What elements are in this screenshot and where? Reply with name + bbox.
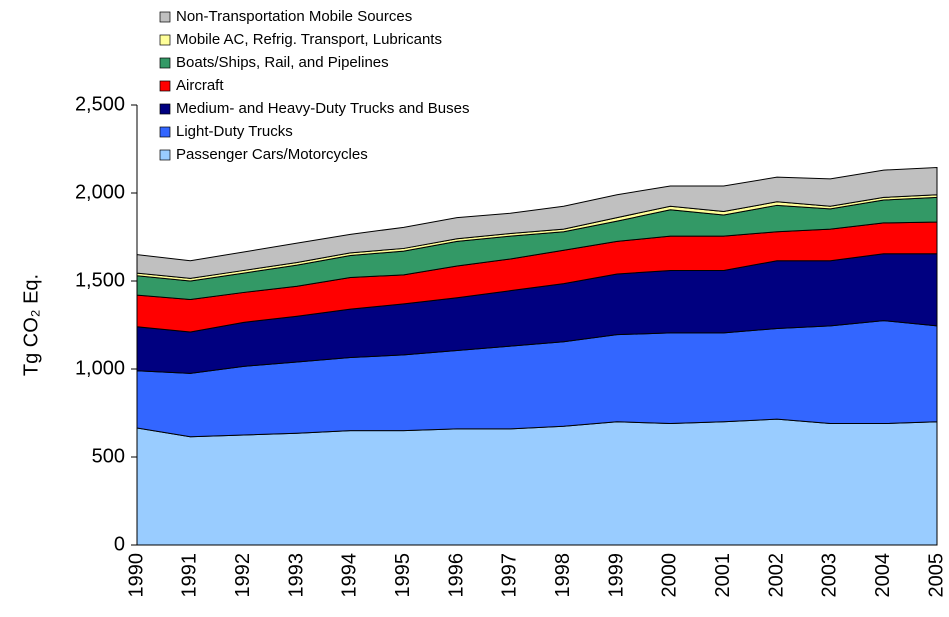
area bbox=[136, 418, 938, 546]
legend-swatch bbox=[159, 80, 171, 92]
legend-label: Medium- and Heavy-Duty Trucks and Buses bbox=[176, 100, 469, 117]
legend-swatch bbox=[159, 11, 171, 23]
legend-swatch bbox=[159, 34, 171, 46]
x-tick-label: 2001 bbox=[712, 553, 734, 598]
legend-swatch bbox=[159, 126, 171, 138]
x-tick-label: 1992 bbox=[232, 553, 254, 598]
x-tick-label: 1999 bbox=[605, 553, 627, 598]
area bbox=[136, 166, 938, 279]
legend-label: Mobile AC, Refrig. Transport, Lubricants bbox=[176, 31, 442, 48]
legend-swatch bbox=[159, 57, 171, 69]
legend-label: Aircraft bbox=[176, 77, 224, 94]
x-tick-label: 1993 bbox=[285, 553, 307, 598]
x-tick-label: 2000 bbox=[659, 553, 681, 598]
y-tick-label: 1,500 bbox=[75, 269, 125, 291]
legend-label: Light-Duty Trucks bbox=[176, 123, 293, 140]
x-tick-label: 1991 bbox=[179, 553, 201, 598]
y-tick-label: 0 bbox=[114, 533, 125, 555]
x-tick-label: 1996 bbox=[445, 553, 467, 598]
legend-label: Passenger Cars/Motorcycles bbox=[176, 146, 368, 163]
x-tick-label: 2002 bbox=[765, 553, 787, 598]
x-tick-label: 2004 bbox=[872, 553, 894, 598]
legend-label: Non-Transportation Mobile Sources bbox=[176, 8, 412, 25]
legend-label: Boats/Ships, Rail, and Pipelines bbox=[176, 54, 389, 71]
x-tick-label: 2003 bbox=[819, 553, 841, 598]
x-tick-label: 2005 bbox=[925, 553, 947, 598]
legend-swatch bbox=[159, 103, 171, 115]
x-tick-label: 1998 bbox=[552, 553, 574, 598]
x-tick-label: 1994 bbox=[339, 553, 361, 598]
y-tick-label: 2,500 bbox=[75, 93, 125, 115]
x-tick-label: 1995 bbox=[392, 553, 414, 598]
y-axis-label: Tg CO₂ Eq. bbox=[20, 274, 42, 376]
y-tick-label: 500 bbox=[92, 445, 125, 467]
x-tick-label: 1997 bbox=[499, 553, 521, 598]
x-tick-label: 1990 bbox=[125, 553, 147, 598]
y-tick-label: 2,000 bbox=[75, 181, 125, 203]
y-tick-label: 1,000 bbox=[75, 357, 125, 379]
legend-swatch bbox=[159, 149, 171, 161]
